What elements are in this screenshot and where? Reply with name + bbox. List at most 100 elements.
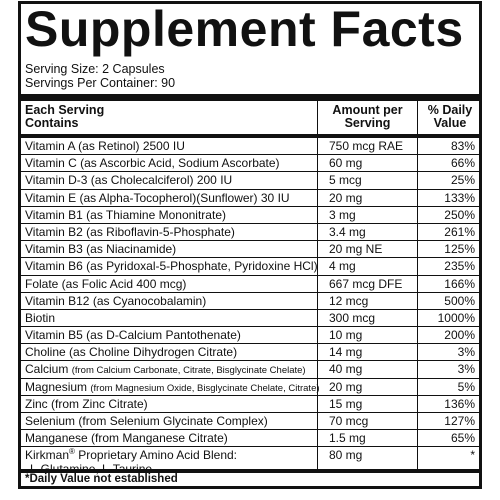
nutrient-label: Zinc (from Zinc Citrate) [25,396,148,411]
blend-brand: Kirkman [25,448,70,463]
nutrient-name: Vitamin B2 (as Riboflavin-5-Phosphate) [25,224,235,240]
nutrient-daily-value: 65% [450,431,475,446]
nutrient-name: Zinc (from Zinc Citrate) [25,396,148,412]
bottom-divider [21,469,479,473]
nutrient-label: Vitamin B3 (as Niacinamide) [25,242,177,257]
table-row: Biotin 300 mcg 1000% [21,310,479,328]
nutrient-label: Selenium (from Selenium Glycinate Comple… [25,414,268,428]
nutrient-name: Vitamin C (as Ascorbic Acid, Sodium Asco… [25,155,280,171]
nutrient-label: Choline (as Choline Dihydrogen Citrate) [25,345,238,360]
nutrient-amount: 750 mcg RAE [329,139,404,153]
nutrient-amount: 20 mg [329,190,363,205]
registered-mark: ® [69,447,75,457]
nutrient-amount: 20 mg NE [329,242,383,257]
nutrient-daily-value: 261% [444,224,475,239]
nutrient-amount: 12 mcg [329,293,369,308]
serving-info: Serving Size: 2 Capsules Servings Per Co… [25,62,175,90]
nutrient-label: Vitamin B6 (as Pyridoxal-5-Phosphate, Py… [25,259,318,274]
table-row: Vitamin B3 (as Niacinamide) 20 mg NE 125% [21,241,479,259]
nutrient-daily-value: 166% [444,276,475,291]
nutrient-amount: 14 mg [329,345,363,360]
header-daily-value: % Daily Value [427,103,473,130]
servings-per-container: Servings Per Container: 90 [25,76,176,90]
nutrient-amount: 3 mg [329,207,356,222]
nutrient-name: Vitamin B5 (as D-Calcium Pantothenate) [25,327,241,343]
nutrient-name: Vitamin E (as Alpha-Tocopherol)(Sunflowe… [25,190,290,206]
nutrient-label: Manganese (from Manganese Citrate) [25,431,228,446]
nutrient-daily-value: 127% [444,414,475,428]
nutrient-label: Vitamin B2 (as Riboflavin-5-Phosphate) [25,224,235,239]
footnote: *Daily Value not established [25,473,178,485]
panel-title: Supplement Facts [25,1,464,57]
nutrient-label: Vitamin C (as Ascorbic Acid, Sodium Asco… [25,156,280,171]
table-row: Vitamin B12 (as Cyanocobalamin) 12 mcg 500… [21,293,479,310]
table-row: Vitamin B6 (as Pyridoxal-5-Phosphate, Py… [21,258,479,276]
nutrient-label: Vitamin A (as Retinol) 2500 IU [25,139,185,153]
header-each-serving: Each Serving Contains [25,103,105,130]
thick-divider [21,94,479,101]
nutrient-amount: 60 mg [329,156,363,171]
blend-amount: 80 mg [329,448,363,463]
nutrient-amount: 667 mcg DFE [329,276,403,291]
nutrient-daily-value: 133% [444,190,475,205]
table-row: Vitamin B1 (as Thiamine Mononitrate) 3 mg… [21,207,479,224]
nutrient-name: Choline (as Choline Dihydrogen Citrate) [25,344,237,360]
header-amount: Amount per Serving [332,103,403,130]
column-divider [417,101,418,469]
nutrient-daily-value: 250% [444,207,475,222]
supplement-facts-panel: Supplement Facts Serving Size: 2 Capsule… [18,1,482,489]
table-row: Magnesium (from Magnesium Oxide, Bisglyc… [21,379,479,396]
nutrient-label: Biotin [25,310,56,325]
nutrient-amount: 70 mcg [329,414,369,428]
nutrient-daily-value: 83% [450,139,475,153]
nutrient-name: Folate (as Folic Acid 400 mcg) [25,276,186,292]
nutrient-label: Vitamin B1 (as Thiamine Mononitrate) [25,207,226,222]
nutrient-source: (from Calcium Carbonate, Citrate, Bisgly… [71,365,306,377]
nutrient-daily-value: 200% [444,328,475,343]
column-divider [317,101,318,469]
table-row: Calcium (from Calcium Carbonate, Citrate… [21,361,479,379]
table-row: Zinc (from Zinc Citrate) 15 mg 136% [21,396,479,413]
nutrient-name: Vitamin A (as Retinol) 2500 IU [25,138,185,154]
nutrient-daily-value: 5% [457,379,475,394]
nutrient-amount: 15 mg [329,396,363,411]
table-row: Vitamin E (as Alpha-Tocopherol)(Sunflowe… [21,190,479,207]
nutrient-name: Vitamin B6 (as Pyridoxal-5-Phosphate, Py… [25,258,318,274]
nutrient-label: Vitamin B12 (as Cyanocobalamin) [25,293,207,308]
nutrient-amount: 300 mcg [329,310,376,325]
table-row: Manganese (from Manganese Citrate) 1.5 mg… [21,430,479,448]
nutrient-daily-value: 136% [444,396,475,411]
nutrient-amount: 10 mg [329,328,363,343]
table-row: Vitamin B5 (as D-Calcium Pantothenate) 10… [21,327,479,345]
nutrient-name: Magnesium (from Magnesium Oxide, Bisglyc… [25,379,320,397]
nutrient-daily-value: 1000% [437,310,475,325]
nutrient-name: Vitamin D-3 (as Cholecalciferol) 200 IU [25,172,232,188]
nutrient-amount: 20 mg [329,379,363,394]
nutrient-amount: 4 mg [329,259,356,274]
nutrient-label: Calcium [25,362,72,377]
nutrient-label: Folate (as Folic Acid 400 mcg) [25,276,187,291]
nutrient-label: Magnesium [25,379,91,394]
nutrient-name: Vitamin B12 (as Cyanocobalamin) [25,293,206,309]
nutrient-daily-value: 235% [444,259,475,274]
table-row: Vitamin D-3 (as Cholecalciferol) 200 IU 5… [21,172,479,190]
header-divider [21,134,479,138]
table-row: Vitamin B2 (as Riboflavin-5-Phosphate) 3.… [21,224,479,242]
table-row: Vitamin C (as Ascorbic Acid, Sodium Asco… [21,155,479,173]
nutrient-daily-value: 125% [444,242,475,257]
nutrient-table: Vitamin A (as Retinol) 2500 IU 750 mcg RA… [21,138,479,479]
nutrient-daily-value: 500% [444,293,475,308]
nutrient-daily-value: 25% [450,173,475,188]
nutrient-name: Calcium (from Calcium Carbonate, Citrate… [25,361,306,379]
blend-daily-value: * [470,448,475,463]
nutrient-daily-value: 3% [457,345,475,360]
table-row: Selenium (from Selenium Glycinate Comple… [21,413,479,431]
table-row: Folate (as Folic Acid 400 mcg) 667 mcg DF… [21,276,479,293]
table-row: Vitamin A (as Retinol) 2500 IU 750 mcg RA… [21,138,479,156]
table-header: Each Serving Contains Amount per Serving… [21,101,479,133]
nutrient-name: Selenium (from Selenium Glycinate Comple… [25,413,268,429]
nutrient-name: Vitamin B1 (as Thiamine Mononitrate) [25,207,226,223]
nutrient-amount: 40 mg [329,362,363,377]
nutrient-amount: 5 mcg [329,173,362,188]
nutrient-name: Manganese (from Manganese Citrate) [25,430,228,446]
